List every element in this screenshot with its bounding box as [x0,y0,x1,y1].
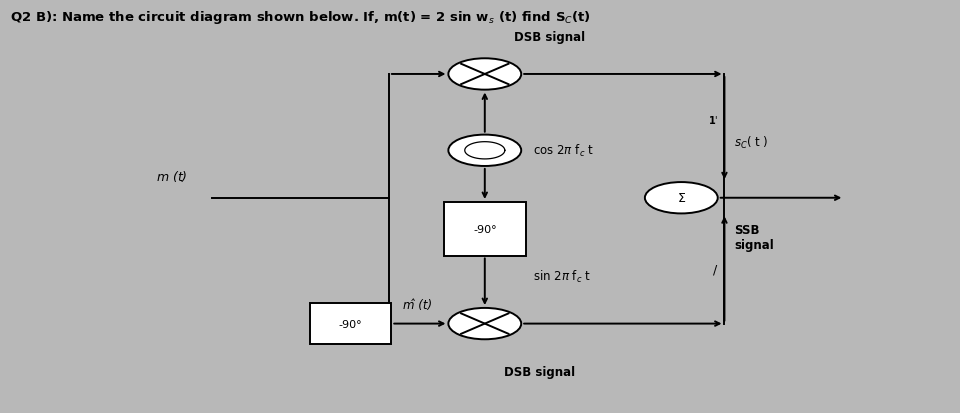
FancyBboxPatch shape [310,303,392,344]
FancyBboxPatch shape [444,202,525,256]
Text: DSB signal: DSB signal [514,31,585,44]
Text: Q2 B): Name the circuit diagram shown below. If, $\bf{m}$(t) = 2 sin w$_s$ (t) f: Q2 B): Name the circuit diagram shown be… [11,9,591,26]
Circle shape [645,183,718,214]
Text: m̂ (t): m̂ (t) [403,299,432,311]
Circle shape [448,308,521,339]
Circle shape [448,59,521,90]
Text: $\Sigma$: $\Sigma$ [677,192,685,205]
Text: -90°: -90° [473,224,496,234]
Text: SSB
signal: SSB signal [734,223,774,251]
Text: $s_C$( t ): $s_C$( t ) [734,135,769,151]
Text: cos 2$\pi$ f$_c$ t: cos 2$\pi$ f$_c$ t [533,143,594,159]
Text: sin 2$\pi$ f$_c$ t: sin 2$\pi$ f$_c$ t [533,268,590,285]
Circle shape [448,135,521,166]
Text: DSB signal: DSB signal [504,365,575,378]
Text: $m$ (t): $m$ (t) [156,169,187,184]
Text: -90°: -90° [339,319,362,329]
Text: $\mathbf{1}$': $\mathbf{1}$' [708,114,718,126]
Text: /: / [712,263,717,276]
